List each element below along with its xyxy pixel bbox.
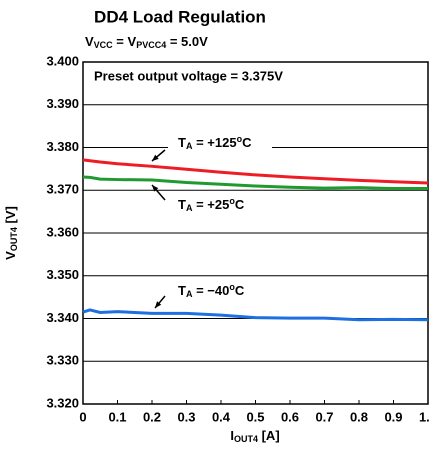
text-part: C [235, 197, 245, 212]
text-part: = +125 [192, 135, 236, 150]
y-tick-label: 3.320 [46, 395, 79, 410]
x-tick-label: 0.5 [246, 409, 264, 424]
y-tick-label: 3.340 [46, 310, 79, 325]
text-part: o [229, 196, 235, 206]
text-part: T [178, 283, 186, 298]
arrow-head [152, 154, 159, 161]
text-part: C [235, 283, 245, 298]
text-part: I [230, 428, 234, 443]
x-tick-label: 0 [79, 409, 86, 424]
x-tick-label: 0.8 [350, 409, 368, 424]
x-axis-label: IOUT4 [A] [230, 428, 279, 443]
text-part: V [85, 34, 94, 49]
data-line [82, 308, 429, 322]
annotation-bg [168, 134, 272, 154]
x-tick-label: 0.9 [384, 409, 402, 424]
text-part: PVCC4 [136, 40, 166, 50]
text-part: V [3, 251, 18, 260]
note: Preset output voltage = 3.375V [94, 68, 283, 83]
y-tick-label: 3.400 [46, 53, 79, 68]
text-part: = −40 [192, 283, 229, 298]
text-part: A [186, 289, 193, 299]
x-tick-label: 0.2 [143, 409, 161, 424]
x-tick-label: 0.1 [108, 409, 126, 424]
x-tick-label: 0.7 [315, 409, 333, 424]
annotation: TA = −40oC [178, 282, 245, 298]
x-tick-label: 0.6 [281, 409, 299, 424]
text-part: = +25 [192, 197, 229, 212]
y-tick-label: 3.390 [46, 96, 79, 111]
text-part: = V [113, 34, 137, 49]
x-tick-label: 0.4 [212, 409, 231, 424]
arrow-head [152, 185, 159, 192]
annotation: TA = +125oC [178, 134, 252, 150]
chart-title: DD4 Load Regulation [94, 7, 266, 26]
text-part: C [242, 135, 252, 150]
text-part: T [178, 135, 186, 150]
text-part: o [237, 134, 243, 144]
arrow-head [155, 301, 162, 308]
text-part: = 5.0V [166, 34, 208, 49]
y-tick-label: 3.360 [46, 224, 79, 239]
text-part: [V] [3, 206, 18, 227]
data-line [82, 175, 428, 191]
text-part: A [186, 203, 193, 213]
data-line [82, 158, 429, 185]
text-part: A [186, 141, 193, 151]
plot-frame [82, 61, 429, 405]
annotation: TA = +25oC [178, 196, 245, 212]
text-part: OUT4 [9, 227, 19, 251]
note-box [88, 66, 324, 88]
text-part: T [178, 197, 186, 212]
annotation-bg [168, 282, 272, 302]
text-part: VCC [94, 40, 114, 50]
y-tick-label: 3.350 [46, 267, 79, 282]
y-axis-label: VOUT4 [V] [3, 206, 18, 260]
x-tick-label: 1.0 [419, 409, 430, 424]
text-part: o [229, 282, 235, 292]
text-part: [A] [258, 428, 280, 443]
chart-subtitle: VVCC = VPVCC4 = 5.0V [85, 34, 208, 49]
y-tick-label: 3.380 [46, 139, 79, 154]
y-tick-label: 3.370 [46, 182, 79, 197]
text-part: OUT4 [234, 434, 258, 444]
annotation-bg [168, 196, 272, 216]
x-tick-label: 0.3 [177, 409, 195, 424]
y-tick-label: 3.330 [46, 353, 79, 368]
